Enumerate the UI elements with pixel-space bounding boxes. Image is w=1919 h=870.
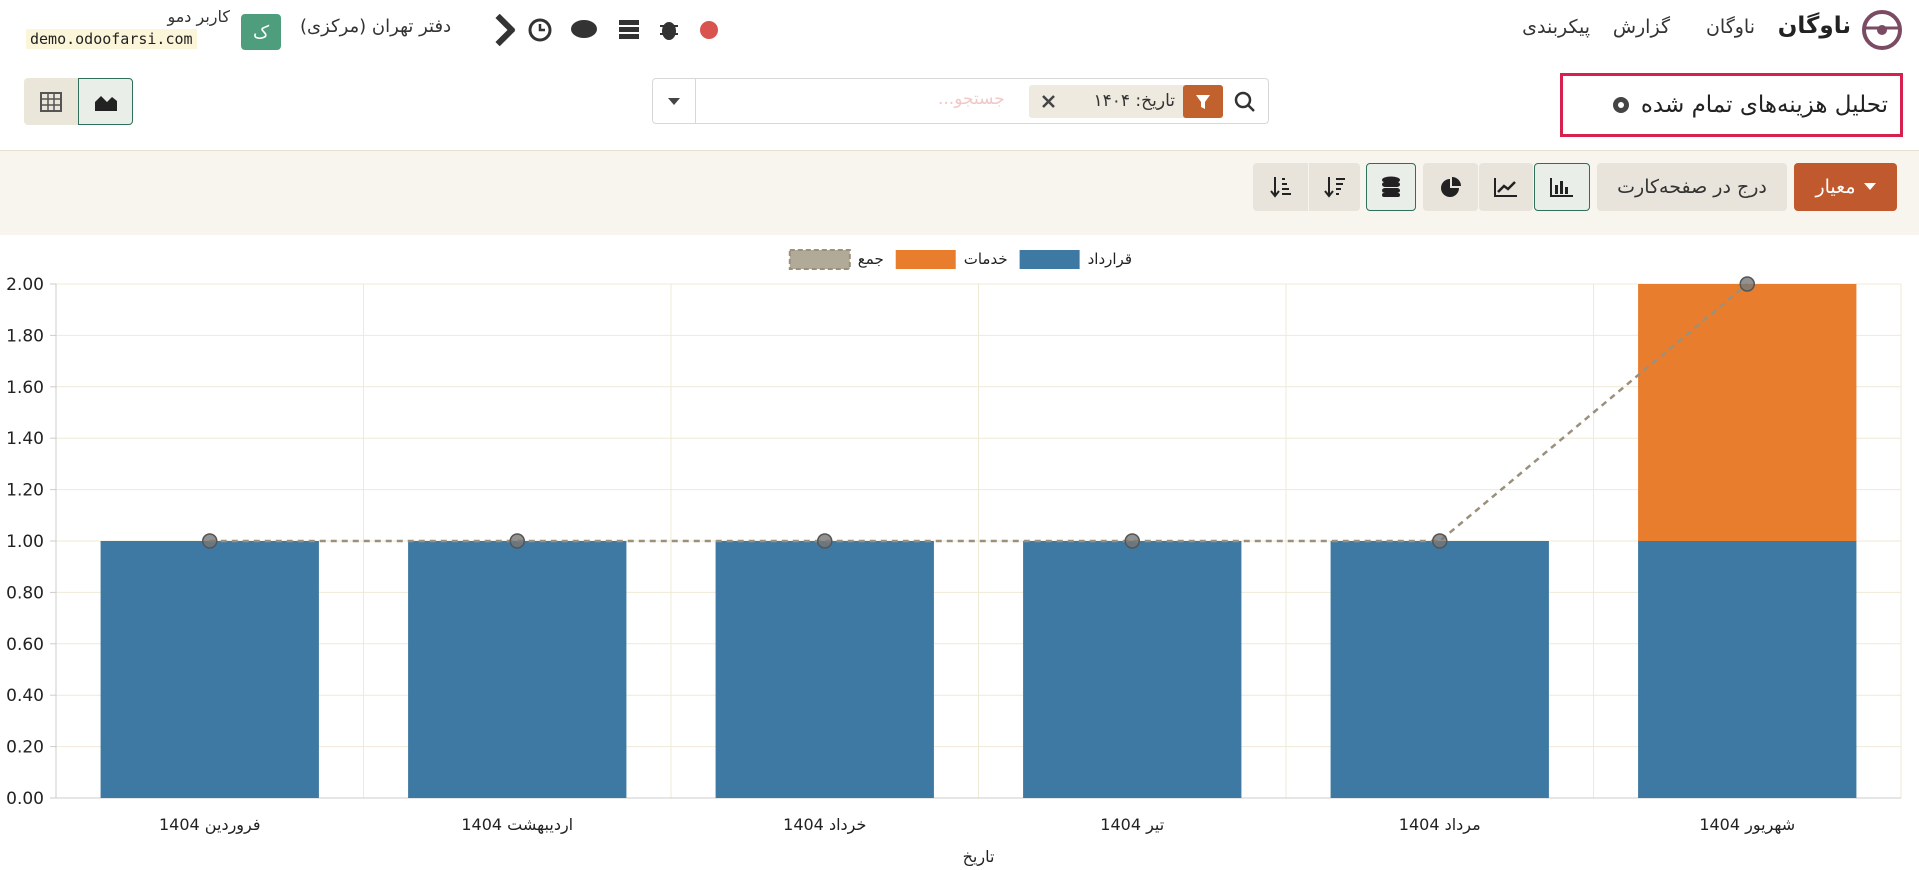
pie-chart-button[interactable]	[1423, 163, 1478, 211]
y-tick-label: 1.60	[6, 378, 44, 398]
bar-chart-button[interactable]	[1534, 163, 1590, 211]
bar	[408, 541, 627, 798]
pivot-view-button[interactable]	[24, 78, 78, 125]
bar	[1330, 541, 1549, 798]
x-tick-label: خرداد 1404	[783, 815, 866, 835]
search-placeholder: جستجو...	[938, 89, 1005, 109]
legend-item[interactable]: قرارداد	[1019, 250, 1132, 269]
y-tick-label: 1.40	[6, 429, 44, 449]
sort-icon	[1323, 177, 1345, 198]
legend-label: خدمات	[964, 250, 1008, 268]
y-tick-label: 0.00	[6, 789, 44, 809]
bar	[715, 541, 934, 798]
page-title: تحلیل هزینه‌های تمام شده	[1640, 92, 1888, 118]
sort-desc-button[interactable]	[1309, 163, 1360, 211]
stack-icon	[1382, 176, 1400, 197]
control-panel: تحلیل هزینه‌های تمام شده جستجو... تاریخ:…	[0, 60, 1919, 151]
line-point	[1739, 276, 1755, 292]
x-tick-label: اردیبهشت 1404	[461, 815, 573, 835]
app-logo[interactable]	[1862, 10, 1902, 50]
line-point	[1124, 533, 1140, 549]
app-name[interactable]: ناوگان	[1777, 13, 1851, 39]
bar	[1638, 284, 1857, 541]
menu-item[interactable]: ناوگان	[1705, 16, 1755, 38]
x-tick-label: تیر 1404	[1100, 815, 1164, 835]
y-tick-label: 0.20	[6, 738, 44, 758]
bar-icon	[1550, 178, 1573, 197]
legend-swatch	[788, 249, 851, 270]
y-tick-label: 0.40	[6, 686, 44, 706]
line-point	[202, 533, 218, 549]
y-tick-label: 1.00	[6, 532, 44, 552]
gear-icon[interactable]	[1611, 95, 1631, 115]
line-point	[509, 533, 525, 549]
facet-icon	[1183, 85, 1223, 118]
search-facet: تاریخ: ۱۴۰۴	[1029, 85, 1223, 118]
y-tick-label: 1.20	[6, 481, 44, 501]
y-tick-label: 2.00	[6, 275, 44, 295]
search-icon[interactable]	[1234, 91, 1256, 113]
pie-icon	[1440, 177, 1461, 197]
y-tick-label: 1.80	[6, 326, 44, 346]
table-icon	[40, 91, 62, 112]
search-bar[interactable]: جستجو... تاریخ: ۱۴۰۴	[652, 78, 1269, 124]
y-tick-label: 0.60	[6, 635, 44, 655]
facet-label: تاریخ: ۱۴۰۴	[1093, 91, 1176, 111]
user-name[interactable]: کاربر دمو	[167, 7, 230, 26]
line-icon	[1494, 178, 1517, 197]
insert-dashboard-button[interactable]: درج در صفحه‌کارت	[1597, 163, 1787, 211]
x-axis-title: تاریخ	[963, 847, 995, 867]
x-tick-label: مرداد 1404	[1399, 815, 1481, 835]
database-name: demo.odoofarsi.com	[26, 29, 197, 49]
avatar[interactable]: ک	[241, 14, 281, 50]
search-toggle[interactable]	[653, 79, 696, 123]
company-name[interactable]: دفتر تهران (مرکزی)	[300, 16, 452, 37]
legend-swatch	[1019, 250, 1080, 269]
legend-swatch	[895, 250, 956, 269]
caret	[1863, 183, 1876, 190]
systray-icons	[495, 14, 718, 46]
navbar: ناوگان ناوگان گزارش پیکربندی دفتر تهران …	[0, 0, 1919, 60]
toolbar: معیار درج در صفحه‌کارت	[0, 151, 1919, 235]
legend-item[interactable]: جمع	[788, 249, 884, 270]
legend-item[interactable]: خدمات	[895, 250, 1008, 269]
filter-icon	[1196, 94, 1210, 109]
line-series	[209, 283, 1749, 543]
measure-label: معیار	[1815, 176, 1856, 198]
bar	[1023, 541, 1242, 798]
graph-view-button[interactable]	[78, 78, 133, 125]
sort-asc-button[interactable]	[1253, 163, 1308, 211]
y-tick-label: 0.80	[6, 583, 44, 603]
x-tick-label: فروردین 1404	[159, 815, 261, 835]
legend-label: جمع	[858, 250, 884, 268]
menu-item[interactable]: پیکربندی	[1522, 16, 1590, 38]
measure-button[interactable]: معیار	[1794, 163, 1897, 211]
legend-label: قرارداد	[1088, 250, 1132, 268]
line-point	[817, 533, 833, 549]
x-tick-label: شهریور 1404	[1699, 815, 1795, 835]
caret	[668, 98, 680, 105]
sort-icon	[1269, 177, 1291, 198]
line-point	[1432, 533, 1448, 549]
stacked-button[interactable]	[1366, 163, 1416, 211]
title-box: تحلیل هزینه‌های تمام شده	[1560, 73, 1903, 137]
bar	[100, 541, 319, 798]
facet-remove[interactable]	[1041, 94, 1056, 109]
line-chart-button[interactable]	[1479, 163, 1533, 211]
menu-item[interactable]: گزارش	[1612, 16, 1670, 38]
bar	[1638, 541, 1857, 798]
area-icon	[94, 95, 117, 111]
